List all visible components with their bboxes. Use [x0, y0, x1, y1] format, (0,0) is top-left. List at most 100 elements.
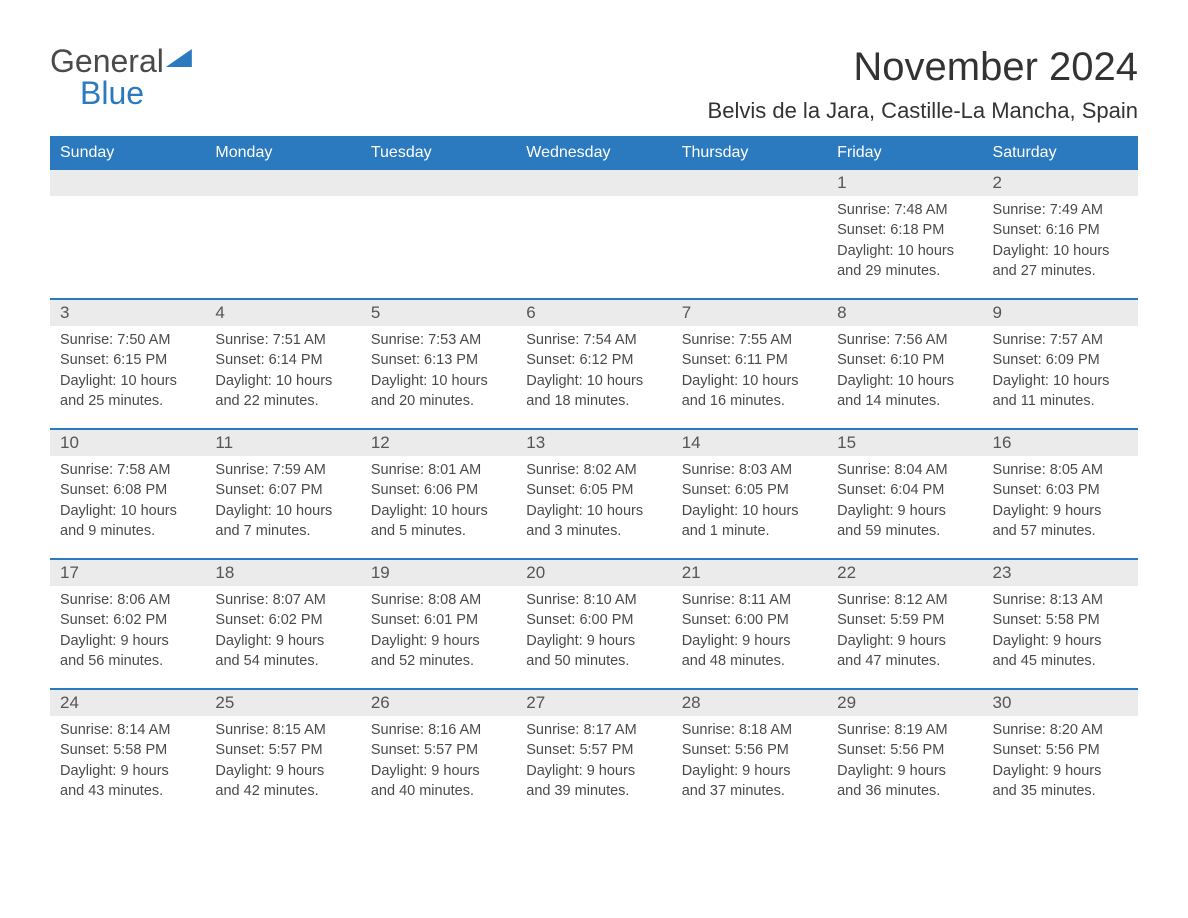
- day-content: Sunrise: 8:19 AMSunset: 5:56 PMDaylight:…: [827, 716, 982, 811]
- day-cell: 2Sunrise: 7:49 AMSunset: 6:16 PMDaylight…: [983, 170, 1138, 298]
- day-content: Sunrise: 7:51 AMSunset: 6:14 PMDaylight:…: [205, 326, 360, 421]
- day-content: Sunrise: 8:05 AMSunset: 6:03 PMDaylight:…: [983, 456, 1138, 551]
- week-row: 24Sunrise: 8:14 AMSunset: 5:58 PMDayligh…: [50, 688, 1138, 818]
- day-sunset: Sunset: 6:07 PM: [215, 480, 350, 500]
- day-content: Sunrise: 8:10 AMSunset: 6:00 PMDaylight:…: [516, 586, 671, 681]
- day-sunset: Sunset: 5:56 PM: [682, 740, 817, 760]
- day-content: Sunrise: 8:17 AMSunset: 5:57 PMDaylight:…: [516, 716, 671, 811]
- day-cell: .: [361, 170, 516, 298]
- day-daylight1: Daylight: 10 hours: [837, 371, 972, 391]
- day-daylight1: Daylight: 10 hours: [60, 371, 195, 391]
- day-cell: 13Sunrise: 8:02 AMSunset: 6:05 PMDayligh…: [516, 430, 671, 558]
- day-sunrise: Sunrise: 8:02 AM: [526, 460, 661, 480]
- day-sunrise: Sunrise: 8:12 AM: [837, 590, 972, 610]
- day-daylight1: Daylight: 9 hours: [526, 631, 661, 651]
- day-daylight1: Daylight: 9 hours: [993, 761, 1128, 781]
- day-sunset: Sunset: 6:01 PM: [371, 610, 506, 630]
- calendar: Sunday Monday Tuesday Wednesday Thursday…: [50, 136, 1138, 818]
- day-daylight1: Daylight: 10 hours: [682, 371, 817, 391]
- day-daylight2: and 45 minutes.: [993, 651, 1128, 671]
- day-cell: 17Sunrise: 8:06 AMSunset: 6:02 PMDayligh…: [50, 560, 205, 688]
- day-cell: 14Sunrise: 8:03 AMSunset: 6:05 PMDayligh…: [672, 430, 827, 558]
- day-number: 25: [205, 690, 360, 716]
- day-cell: 29Sunrise: 8:19 AMSunset: 5:56 PMDayligh…: [827, 690, 982, 818]
- day-daylight1: Daylight: 10 hours: [526, 371, 661, 391]
- day-cell: 30Sunrise: 8:20 AMSunset: 5:56 PMDayligh…: [983, 690, 1138, 818]
- day-content: Sunrise: 8:06 AMSunset: 6:02 PMDaylight:…: [50, 586, 205, 681]
- day-daylight2: and 50 minutes.: [526, 651, 661, 671]
- day-sunset: Sunset: 6:12 PM: [526, 350, 661, 370]
- day-daylight1: Daylight: 9 hours: [215, 631, 350, 651]
- day-content: Sunrise: 8:04 AMSunset: 6:04 PMDaylight:…: [827, 456, 982, 551]
- day-daylight1: Daylight: 10 hours: [215, 501, 350, 521]
- day-daylight2: and 9 minutes.: [60, 521, 195, 541]
- day-sunset: Sunset: 5:58 PM: [60, 740, 195, 760]
- day-content: Sunrise: 8:18 AMSunset: 5:56 PMDaylight:…: [672, 716, 827, 811]
- day-sunrise: Sunrise: 8:01 AM: [371, 460, 506, 480]
- day-cell: 4Sunrise: 7:51 AMSunset: 6:14 PMDaylight…: [205, 300, 360, 428]
- day-content: Sunrise: 8:14 AMSunset: 5:58 PMDaylight:…: [50, 716, 205, 811]
- day-cell: 23Sunrise: 8:13 AMSunset: 5:58 PMDayligh…: [983, 560, 1138, 688]
- day-daylight1: Daylight: 10 hours: [837, 241, 972, 261]
- day-daylight2: and 7 minutes.: [215, 521, 350, 541]
- day-daylight1: Daylight: 10 hours: [371, 501, 506, 521]
- day-number: .: [50, 170, 205, 196]
- month-title: November 2024: [708, 45, 1138, 90]
- day-daylight1: Daylight: 9 hours: [993, 631, 1128, 651]
- day-cell: 19Sunrise: 8:08 AMSunset: 6:01 PMDayligh…: [361, 560, 516, 688]
- day-daylight2: and 48 minutes.: [682, 651, 817, 671]
- day-daylight1: Daylight: 9 hours: [837, 501, 972, 521]
- day-sunrise: Sunrise: 7:59 AM: [215, 460, 350, 480]
- day-sunset: Sunset: 5:59 PM: [837, 610, 972, 630]
- day-sunset: Sunset: 5:58 PM: [993, 610, 1128, 630]
- day-number: 24: [50, 690, 205, 716]
- day-daylight2: and 36 minutes.: [837, 781, 972, 801]
- day-daylight2: and 14 minutes.: [837, 391, 972, 411]
- day-cell: 26Sunrise: 8:16 AMSunset: 5:57 PMDayligh…: [361, 690, 516, 818]
- location-text: Belvis de la Jara, Castille-La Mancha, S…: [708, 98, 1138, 124]
- day-sunset: Sunset: 6:08 PM: [60, 480, 195, 500]
- weekday-saturday: Saturday: [983, 136, 1138, 170]
- day-daylight1: Daylight: 10 hours: [993, 241, 1128, 261]
- day-sunrise: Sunrise: 7:58 AM: [60, 460, 195, 480]
- day-number: 29: [827, 690, 982, 716]
- day-sunset: Sunset: 6:15 PM: [60, 350, 195, 370]
- day-daylight1: Daylight: 9 hours: [60, 631, 195, 651]
- day-content: Sunrise: 8:02 AMSunset: 6:05 PMDaylight:…: [516, 456, 671, 551]
- day-sunrise: Sunrise: 7:48 AM: [837, 200, 972, 220]
- day-number: 18: [205, 560, 360, 586]
- day-daylight1: Daylight: 9 hours: [837, 761, 972, 781]
- day-number: 30: [983, 690, 1138, 716]
- day-daylight2: and 59 minutes.: [837, 521, 972, 541]
- day-cell: 25Sunrise: 8:15 AMSunset: 5:57 PMDayligh…: [205, 690, 360, 818]
- day-daylight2: and 3 minutes.: [526, 521, 661, 541]
- day-cell: 12Sunrise: 8:01 AMSunset: 6:06 PMDayligh…: [361, 430, 516, 558]
- day-number: 6: [516, 300, 671, 326]
- day-number: 9: [983, 300, 1138, 326]
- day-sunrise: Sunrise: 7:57 AM: [993, 330, 1128, 350]
- day-daylight1: Daylight: 9 hours: [837, 631, 972, 651]
- day-number: 3: [50, 300, 205, 326]
- day-sunrise: Sunrise: 8:03 AM: [682, 460, 817, 480]
- day-sunrise: Sunrise: 8:14 AM: [60, 720, 195, 740]
- day-sunrise: Sunrise: 8:17 AM: [526, 720, 661, 740]
- day-number: 20: [516, 560, 671, 586]
- day-sunset: Sunset: 6:02 PM: [215, 610, 350, 630]
- day-daylight1: Daylight: 10 hours: [215, 371, 350, 391]
- day-sunset: Sunset: 6:02 PM: [60, 610, 195, 630]
- day-sunset: Sunset: 6:03 PM: [993, 480, 1128, 500]
- day-content: Sunrise: 7:54 AMSunset: 6:12 PMDaylight:…: [516, 326, 671, 421]
- day-content: Sunrise: 7:53 AMSunset: 6:13 PMDaylight:…: [361, 326, 516, 421]
- day-daylight1: Daylight: 9 hours: [993, 501, 1128, 521]
- day-sunrise: Sunrise: 8:05 AM: [993, 460, 1128, 480]
- week-row: 17Sunrise: 8:06 AMSunset: 6:02 PMDayligh…: [50, 558, 1138, 688]
- day-content: Sunrise: 8:13 AMSunset: 5:58 PMDaylight:…: [983, 586, 1138, 681]
- day-content: Sunrise: 8:12 AMSunset: 5:59 PMDaylight:…: [827, 586, 982, 681]
- logo: General Blue: [50, 45, 192, 109]
- day-number: 1: [827, 170, 982, 196]
- day-number: 17: [50, 560, 205, 586]
- day-cell: 20Sunrise: 8:10 AMSunset: 6:00 PMDayligh…: [516, 560, 671, 688]
- day-daylight2: and 25 minutes.: [60, 391, 195, 411]
- day-number: .: [672, 170, 827, 196]
- day-sunset: Sunset: 6:14 PM: [215, 350, 350, 370]
